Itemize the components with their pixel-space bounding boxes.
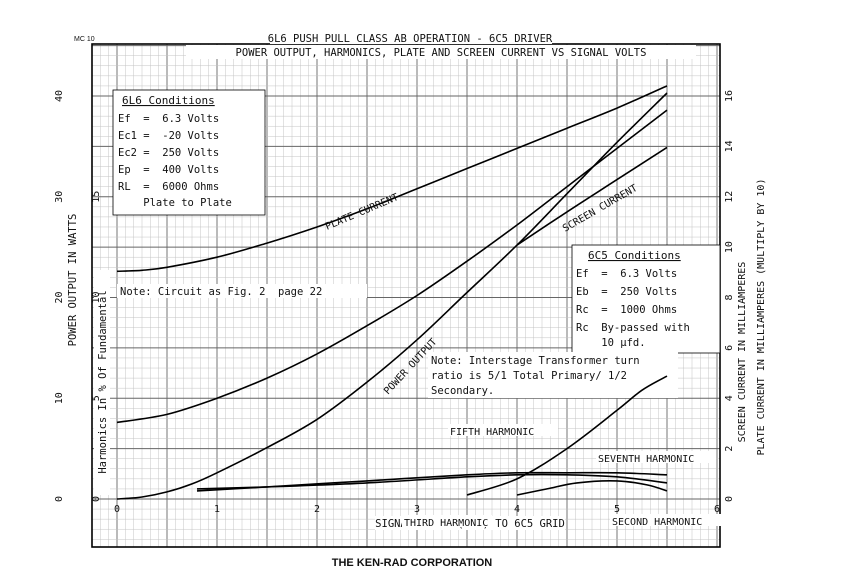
x-tick-label: 1: [214, 504, 220, 515]
y-tick-label-power: 10: [54, 392, 65, 404]
series-line-fifth-harmonic: [196, 473, 668, 490]
y-tick-label-power: 30: [54, 191, 65, 203]
conditions-6l6-line: Plate to Plate: [118, 197, 232, 209]
conditions-6l6-line: RL = 6000 Ohms: [118, 181, 219, 193]
y-tick-label-harmonics: 15: [91, 191, 102, 203]
y-tick-label-power: 20: [54, 291, 65, 303]
label-third-harmonic: THIRD HARMONIC: [404, 518, 488, 529]
y-tick-label-power: 0: [54, 496, 65, 502]
x-tick-label: 0: [114, 504, 120, 515]
conditions-6l6-line: Ep = 400 Volts: [118, 164, 219, 176]
label-seventh-harmonic: SEVENTH HARMONIC: [598, 454, 694, 465]
x-tick-label: 6: [714, 504, 720, 515]
y-tick-label-screen: 16: [724, 90, 735, 102]
series-line-plate-current: [116, 85, 668, 273]
conditions-6l6-heading: 6L6 Conditions: [122, 94, 215, 107]
note-transformer: Note: Interstage Transformer turn ratio …: [428, 352, 678, 398]
conditions-6c5-line: Rc By-passed with: [576, 322, 690, 334]
y-tick-label-power: 40: [54, 90, 65, 102]
y-axis-label-plate: PLATE CURRENT IN MILLIAMPERES (MULTIPLY …: [756, 179, 767, 456]
chart-title: 6L6 PUSH PULL CLASS AB OPERATION - 6C5 D…: [268, 33, 553, 45]
series-line-power-output: [116, 92, 668, 500]
series-line-screen-current: [516, 146, 668, 246]
series-line-seventh-harmonic: [516, 480, 668, 496]
y-tick-label-screen: 12: [724, 191, 735, 203]
y-tick-label-screen: 14: [724, 140, 735, 152]
conditions-6c5-line: 10 µfd.: [576, 337, 646, 349]
x-tick-label: 4: [514, 504, 520, 515]
y-axis-label-screen: SCREEN CURRENT IN MILLIAMPERES: [737, 262, 748, 443]
conditions-6c5-line: Ef = 6.3 Volts: [576, 268, 677, 280]
x-tick-label: 3: [414, 504, 420, 515]
y-tick-label-harmonics: 5: [91, 395, 102, 401]
y-tick-label-screen: 6: [724, 345, 735, 351]
conditions-6c5-line: Eb = 250 Volts: [576, 286, 677, 298]
corner-code: MC 10: [74, 36, 95, 43]
note-transformer-line: Secondary.: [431, 385, 494, 397]
y-tick-label-screen: 2: [724, 446, 735, 452]
label-second-harmonic: SECOND HARMONIC: [612, 517, 702, 528]
company-footer: THE KEN-RAD CORPORATION: [332, 557, 493, 569]
conditions-6l6-line: Ef = 6.3 Volts: [118, 113, 219, 125]
note-circuit-bg: [117, 284, 367, 298]
series-line-harmonics-curve: [116, 109, 668, 424]
y-tick-label-screen: 4: [724, 395, 735, 401]
note-transformer-line: ratio is 5/1 Total Primary/ 1/2: [431, 370, 627, 382]
label-plate-current: PLATE CURRENT: [324, 192, 400, 233]
note-transformer-line: Note: Interstage Transformer turn: [431, 355, 640, 367]
curves: [116, 85, 668, 500]
conditions-6c5-heading: 6C5 Conditions: [588, 249, 681, 262]
y-tick-label-screen: 8: [724, 294, 735, 300]
subtitle-band: [186, 45, 696, 59]
y-tick-label-screen: 0: [724, 496, 735, 502]
chart-subtitle: POWER OUTPUT, HARMONICS, PLATE AND SCREE…: [236, 47, 647, 59]
conditions-6c5-line: Rc = 1000 Ohms: [576, 304, 677, 316]
y-tick-label-harmonics: 10: [91, 291, 102, 303]
conditions-6l6-line: Ec2 = 250 Volts: [118, 147, 219, 159]
label-fifth-harmonic: FIFTH HARMONIC: [450, 427, 534, 438]
note-circuit: Note: Circuit as Fig. 2 page 22: [120, 286, 322, 298]
y-tick-label-screen: 10: [724, 241, 735, 253]
x-tick-label: 5: [614, 504, 620, 515]
y-axis-label-power: POWER OUTPUT IN WATTS: [67, 214, 79, 347]
series-line-second-harmonic: [466, 375, 668, 496]
y-tick-label-harmonics: 0: [91, 496, 102, 502]
title-band: [270, 31, 552, 44]
y-axis-label-harmonics: Harmonics In % Of Fundamental: [97, 290, 109, 473]
conditions-6l6-line: Ec1 = -20 Volts: [118, 130, 219, 142]
conditions-6l6-box: 6L6 Conditions Ef = 6.3 Volts Ec1 = -20 …: [112, 89, 266, 216]
conditions-6c5-box: 6C5 Conditions Ef = 6.3 Volts Eb = 250 V…: [571, 244, 721, 354]
x-tick-label: 2: [314, 504, 320, 515]
